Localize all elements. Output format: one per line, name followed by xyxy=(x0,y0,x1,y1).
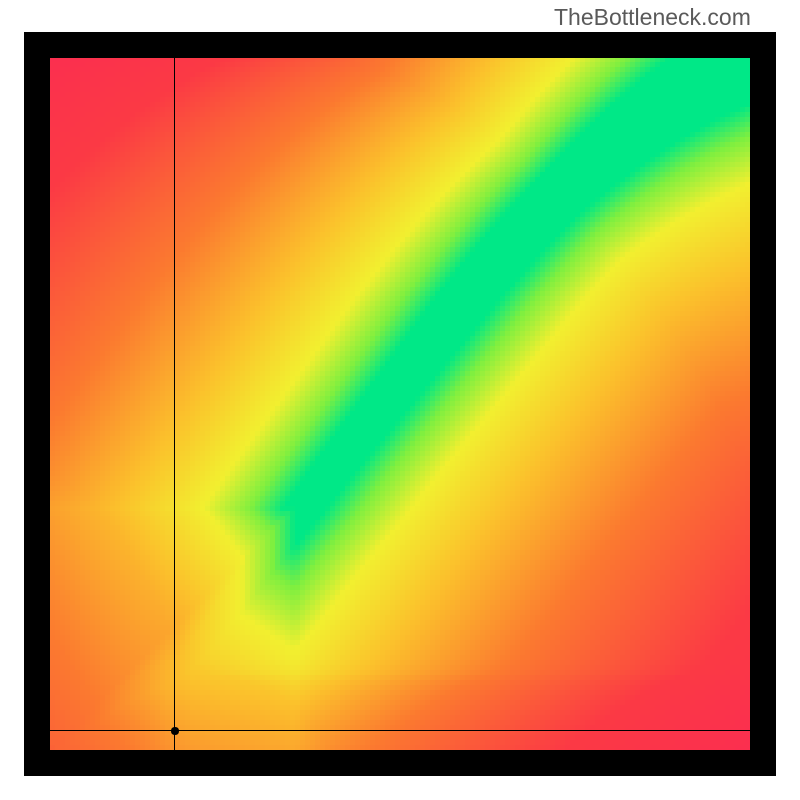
crosshair-marker xyxy=(170,726,180,736)
crosshair-horizontal xyxy=(50,730,750,731)
crosshair-vertical xyxy=(174,58,175,750)
chart-container: TheBottleneck.com xyxy=(0,0,800,800)
bottleneck-heatmap xyxy=(50,58,750,750)
watermark-text: TheBottleneck.com xyxy=(554,4,751,31)
